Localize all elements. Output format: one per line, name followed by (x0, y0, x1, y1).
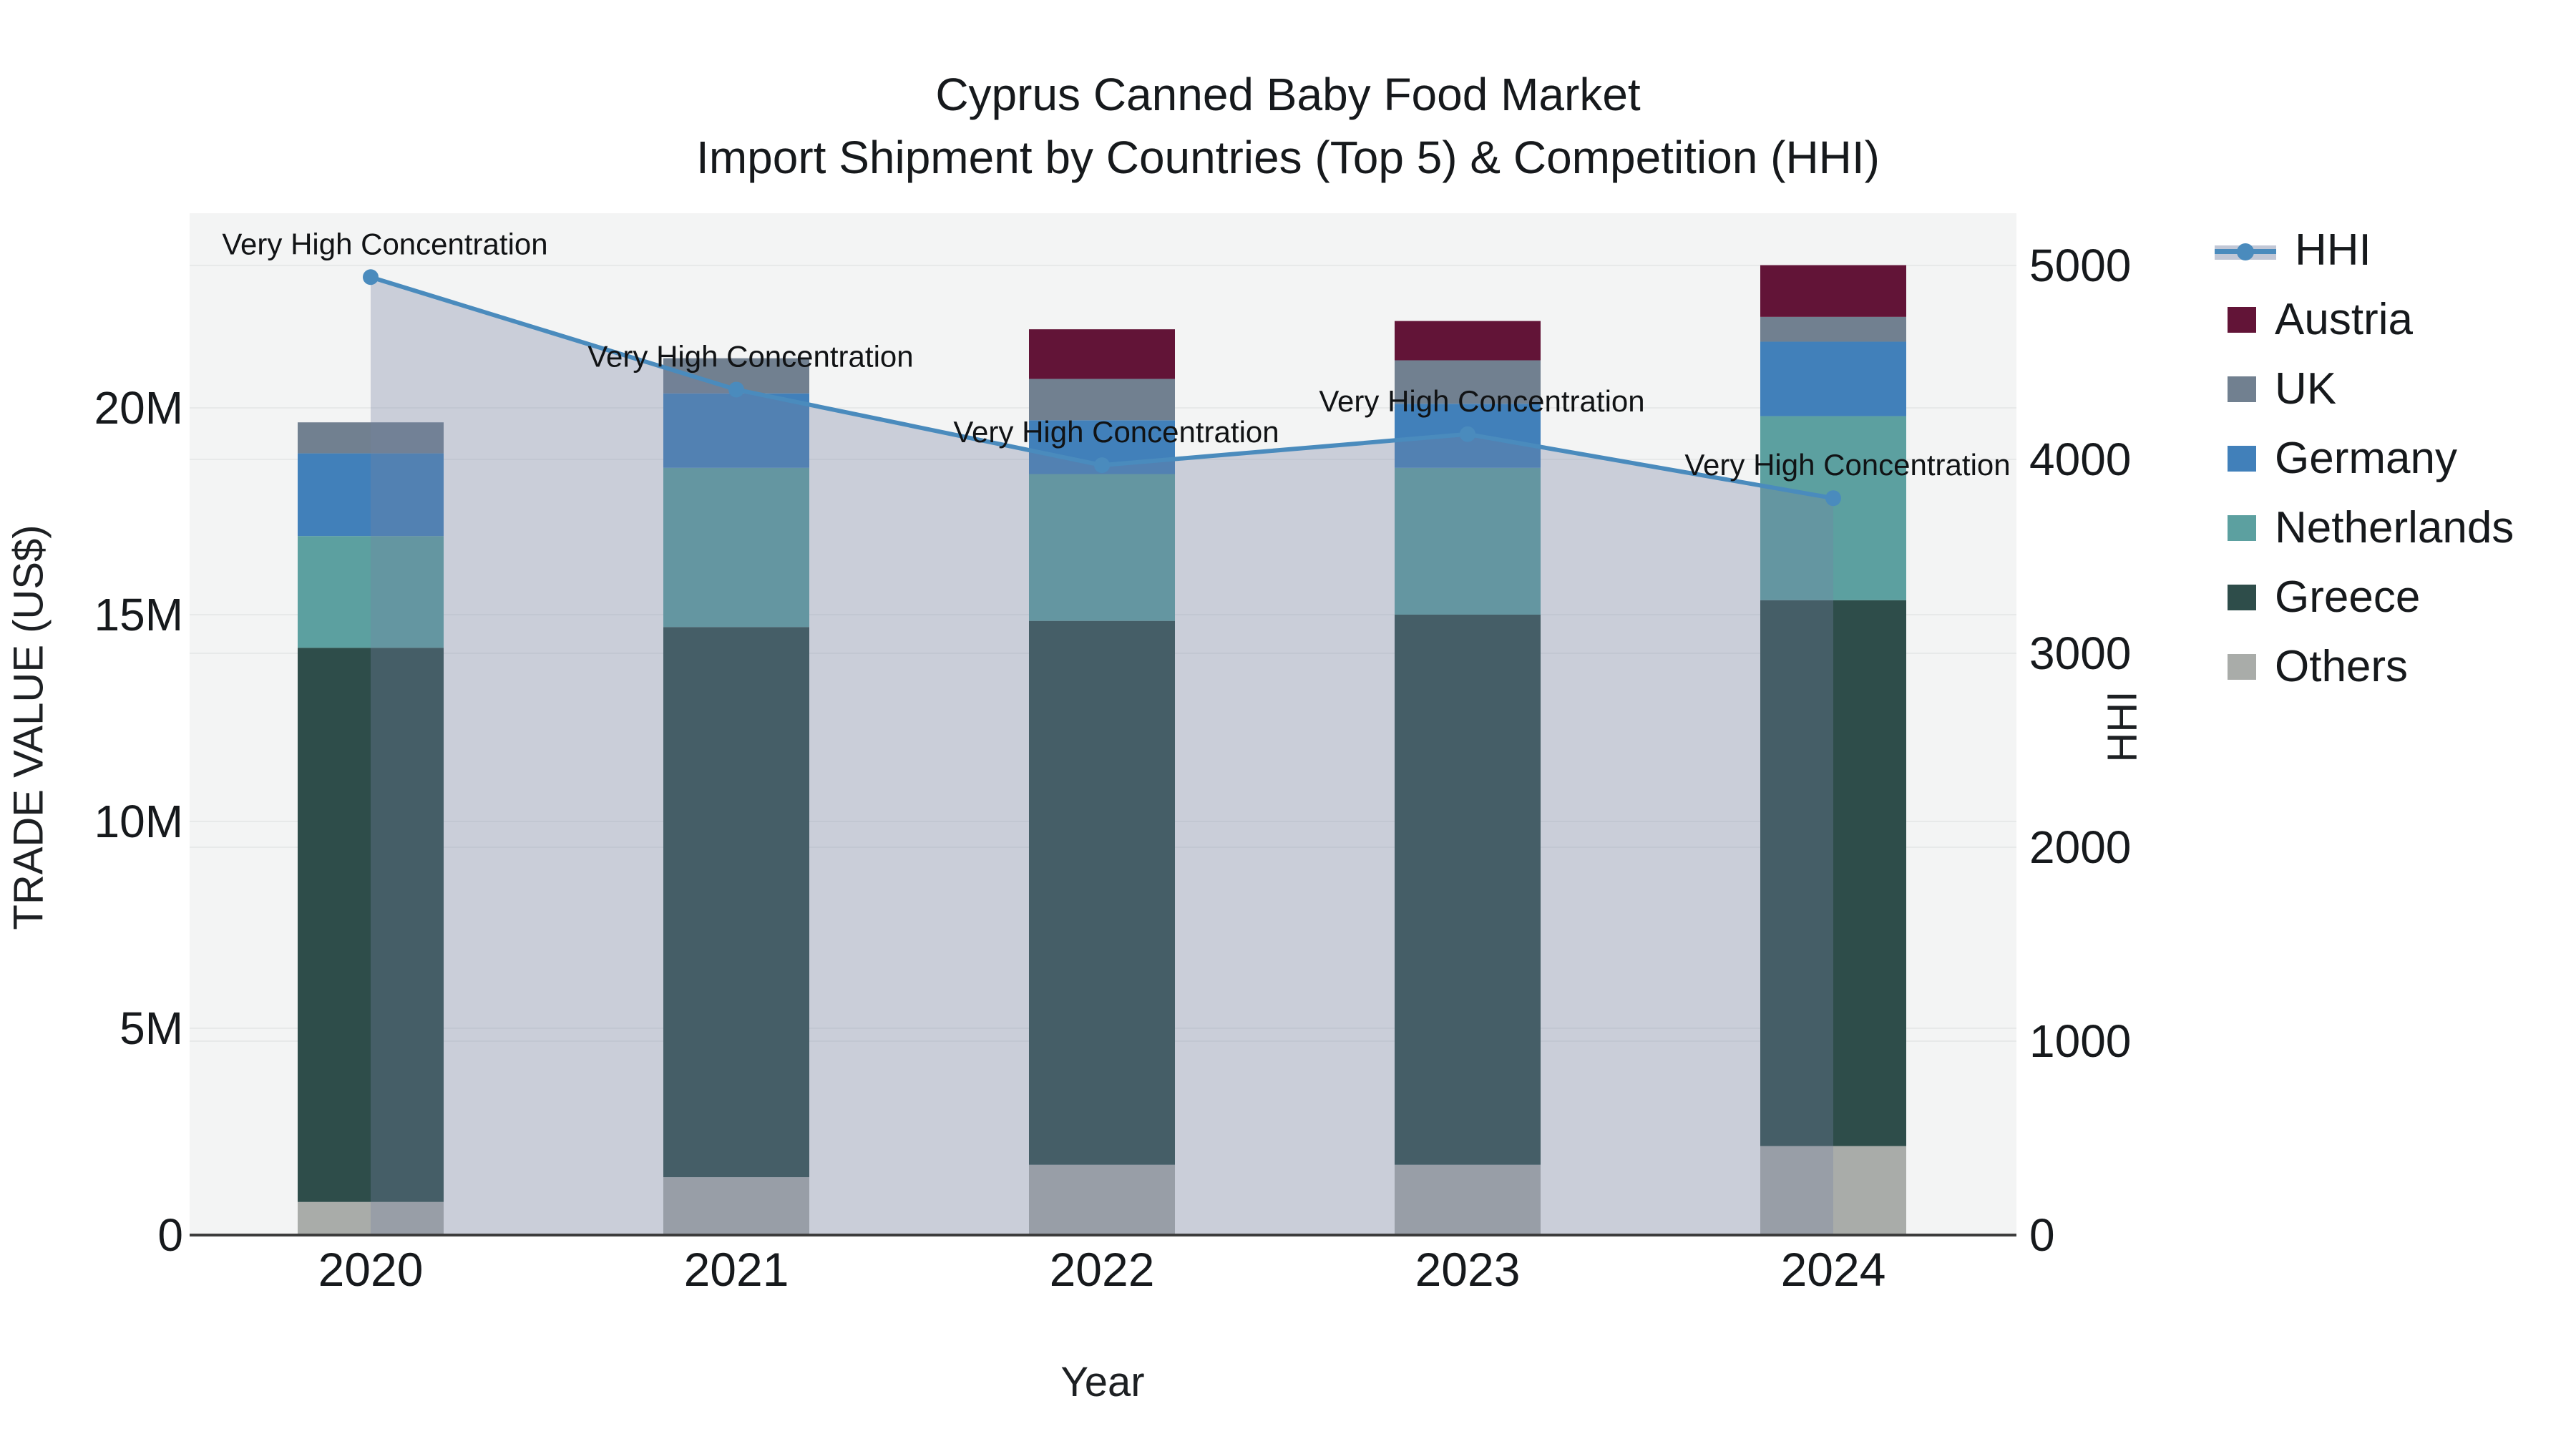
hhi-marker-2020[interactable] (363, 269, 379, 286)
bar-segment-others-2020[interactable] (298, 1201, 444, 1235)
annotation-2021: Very High Concentration (587, 339, 913, 373)
y-right-tick-4000: 4000 (2029, 434, 2131, 485)
bar-segment-austria-2022[interactable] (1029, 329, 1175, 379)
hhi-marker-2022[interactable] (1094, 457, 1110, 474)
chart-title: Cyprus Canned Baby Food Market Import Sh… (0, 63, 2576, 189)
legend-item-others[interactable]: Others (2215, 632, 2572, 701)
legend-label-others: Others (2275, 642, 2409, 691)
bar-segment-netherlands-2022[interactable] (1029, 474, 1175, 621)
bar-segment-netherlands-2021[interactable] (663, 467, 809, 628)
x-tick-2021: 2021 (684, 1243, 789, 1296)
legend-label-uk: UK (2275, 364, 2337, 414)
legend-swatch-others (2228, 653, 2256, 680)
legend-item-germany[interactable]: Germany (2215, 424, 2572, 493)
annotation-2024: Very High Concentration (1684, 448, 2010, 482)
legend-label-netherlands: Netherlands (2275, 503, 2514, 552)
y-right-tick-2000: 2000 (2029, 821, 2131, 873)
x-tick-2023: 2023 (1415, 1243, 1521, 1296)
bar-segment-germany-2024[interactable] (1760, 341, 1906, 416)
bar-segment-germany-2021[interactable] (663, 393, 809, 468)
legend-hhi-line-icon (2215, 238, 2276, 263)
y-left-tick-0: 0 (157, 1209, 183, 1261)
y-right-axis-title: HHI (2099, 691, 2146, 763)
bar-segment-greece-2023[interactable] (1395, 615, 1541, 1165)
hhi-area-fill (371, 277, 1833, 1235)
legend-swatch-greece (2228, 584, 2256, 610)
bar-segment-uk-2023[interactable] (1395, 360, 1541, 404)
x-tick-2020: 2020 (318, 1243, 424, 1296)
bar-segment-uk-2020[interactable] (298, 422, 444, 454)
legend-swatch-uk (2228, 376, 2256, 402)
y-left-axis-title: TRADE VALUE (US$) (5, 525, 52, 930)
legend-item-austria[interactable]: Austria (2215, 285, 2572, 354)
y-left-tick-5M: 5M (119, 1002, 183, 1054)
bar-segment-austria-2023[interactable] (1395, 321, 1541, 361)
legend-item-hhi[interactable]: HHI (2215, 215, 2572, 285)
bar-segment-greece-2022[interactable] (1029, 620, 1175, 1165)
legend-swatch-netherlands (2228, 514, 2256, 541)
y-right-tick-5000: 5000 (2029, 240, 2131, 291)
legend-label-greece: Greece (2275, 572, 2421, 622)
legend-item-uk[interactable]: UK (2215, 354, 2572, 424)
hhi-marker-2024[interactable] (1825, 490, 1841, 507)
legend-swatch-austria (2228, 306, 2256, 333)
bar-segment-others-2023[interactable] (1395, 1164, 1541, 1235)
bar-segment-others-2021[interactable] (663, 1177, 809, 1235)
x-tick-2022: 2022 (1050, 1243, 1155, 1296)
y-right-tick-0: 0 (2029, 1209, 2055, 1261)
bar-segment-netherlands-2020[interactable] (298, 536, 444, 648)
y-right-tick-3000: 3000 (2029, 628, 2131, 679)
hhi-marker-2021[interactable] (728, 381, 744, 398)
legend-swatch-germany (2228, 445, 2256, 472)
annotation-2022: Very High Concentration (953, 415, 1279, 449)
y-left-tick-10M: 10M (94, 796, 184, 847)
chart-title-line1: Cyprus Canned Baby Food Market (935, 69, 1641, 120)
chart-title-line2: Import Shipment by Countries (Top 5) & C… (696, 132, 1880, 183)
legend-label-hhi: HHI (2295, 225, 2371, 275)
annotation-2020: Very High Concentration (222, 227, 547, 260)
legend-item-greece[interactable]: Greece (2215, 562, 2572, 632)
x-tick-2024: 2024 (1781, 1243, 1886, 1296)
bar-segment-uk-2024[interactable] (1760, 316, 1906, 342)
annotation-2023: Very High Concentration (1319, 384, 1644, 418)
y-left-tick-20M: 20M (94, 382, 184, 434)
bar-segment-netherlands-2023[interactable] (1395, 467, 1541, 615)
legend-label-austria: Austria (2275, 295, 2413, 344)
bar-segment-germany-2020[interactable] (298, 453, 444, 537)
hhi-marker-2023[interactable] (1460, 426, 1475, 442)
legend: HHI Austria UK Germany Netherlands Greece Othe… (2215, 215, 2572, 701)
bar-segment-austria-2024[interactable] (1760, 265, 1906, 317)
bar-segment-netherlands-2024[interactable] (1760, 416, 1906, 600)
y-right-tick-1000: 1000 (2029, 1015, 2131, 1067)
bar-segment-uk-2022[interactable] (1029, 379, 1175, 421)
bar-segment-others-2022[interactable] (1029, 1164, 1175, 1235)
x-axis-title: Year (1060, 1359, 1145, 1405)
bar-segment-others-2024[interactable] (1760, 1146, 1906, 1235)
bar-segment-greece-2021[interactable] (663, 627, 809, 1178)
y-left-tick-15M: 15M (94, 589, 184, 640)
legend-item-netherlands[interactable]: Netherlands (2215, 493, 2572, 562)
legend-label-germany: Germany (2275, 434, 2457, 483)
bar-segment-greece-2024[interactable] (1760, 600, 1906, 1146)
bar-segment-greece-2020[interactable] (298, 648, 444, 1202)
